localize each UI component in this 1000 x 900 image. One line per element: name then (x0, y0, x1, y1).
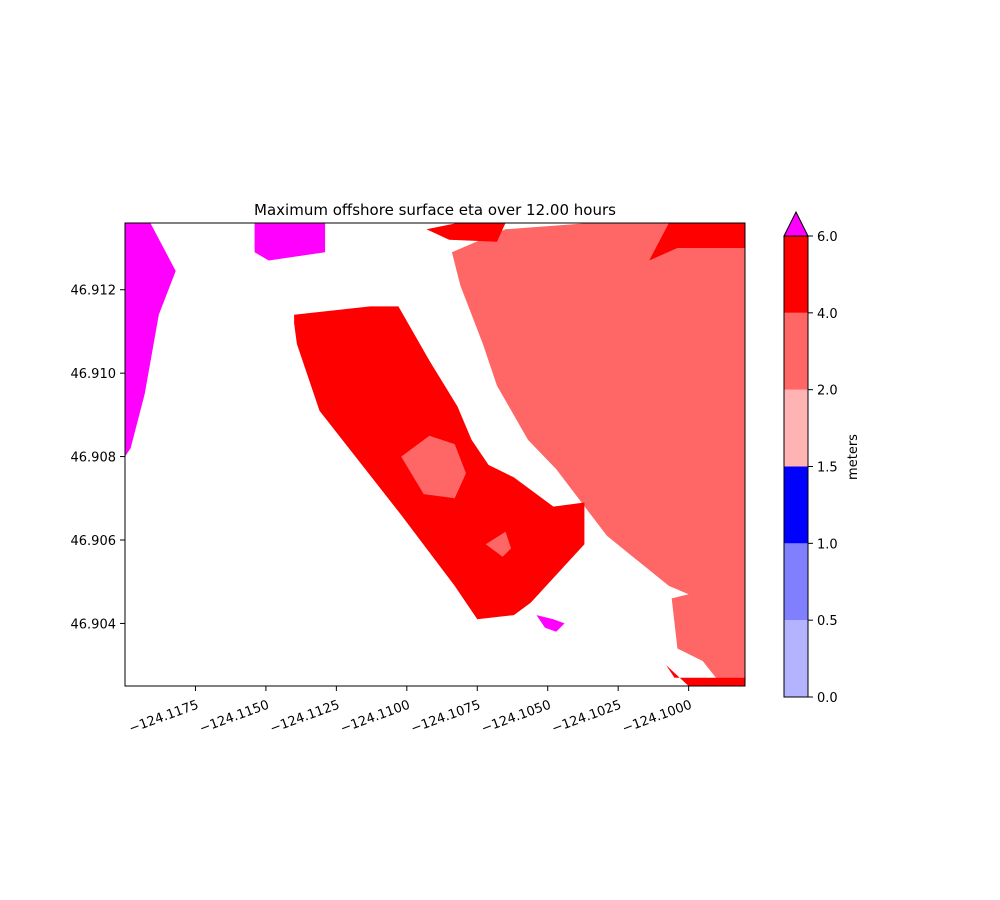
x-tick-label: −124.1150 (198, 698, 272, 737)
colorbar-tick-label: 0.5 (817, 614, 838, 629)
colorbar: 0.0 0.5 1.0 1.5 2.0 4.0 6.0 (783, 210, 838, 706)
map-plot (124, 222, 746, 687)
region-north-inlet (254, 223, 326, 261)
colorbar-label: meters (846, 434, 861, 480)
plot-frame (124, 222, 746, 687)
y-tick-label: 46.912 (71, 284, 117, 299)
x-tick-label: −124.1050 (479, 698, 553, 737)
x-tick-label: −124.1100 (339, 698, 413, 737)
colorbar-tick-label: 1.5 (817, 461, 838, 476)
y-tick-label: 46.910 (71, 367, 117, 382)
colorbar-tick-label: 0.0 (817, 691, 838, 706)
x-tick-label: −124.1025 (550, 698, 624, 737)
region-north-shore-2 (426, 223, 506, 242)
region-jetty-tip (536, 615, 565, 632)
colorbar-tick-label: 1.0 (817, 537, 838, 552)
y-axis: 46.904 46.906 46.908 46.910 46.912 (71, 284, 125, 632)
chart-title: Maximum offshore surface eta over 12.00 … (254, 201, 616, 219)
y-tick-label: 46.904 (71, 617, 117, 632)
x-axis: −124.1175−124.1150−124.1125−124.1100−124… (127, 686, 694, 737)
region-inner-patch-2 (485, 531, 512, 557)
colorbar-tick-label: 2.0 (817, 384, 838, 399)
colorbar-band (784, 466, 808, 544)
region-southeast-shore (666, 665, 745, 686)
region-north-shore (649, 223, 745, 261)
x-tick-label: −124.1175 (127, 698, 201, 737)
colorbar-tick-label: 6.0 (817, 230, 838, 245)
colorbar-band (784, 312, 808, 390)
x-tick-label: −124.1000 (620, 698, 694, 737)
x-tick-label: −124.1125 (268, 698, 342, 737)
colorbar-extend-arrow (783, 210, 809, 237)
eta-regions (125, 223, 745, 686)
colorbar-band (784, 543, 808, 621)
y-tick-label: 46.908 (71, 451, 117, 466)
x-tick-label: −124.1075 (409, 698, 483, 737)
colorbar-band (784, 389, 808, 467)
region-offshore-east (451, 223, 745, 686)
colorbar-band (784, 236, 808, 313)
y-tick-label: 46.906 (71, 534, 117, 549)
region-west-coast (125, 223, 176, 457)
colorbar-tick-label: 4.0 (817, 307, 838, 322)
region-inner-patch (401, 435, 466, 499)
colorbar-band (784, 620, 808, 697)
